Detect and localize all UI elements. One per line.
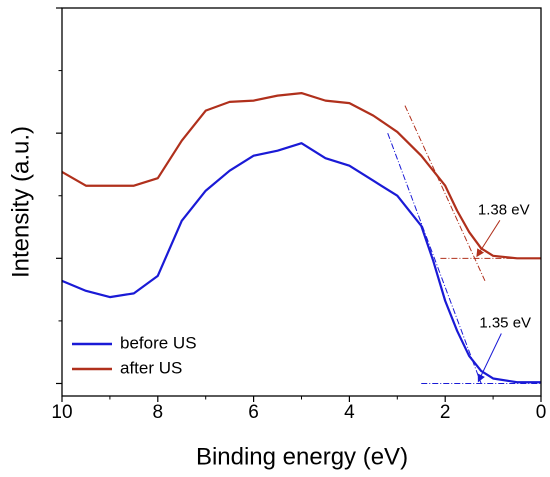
annotation-text: 1.35 eV [479, 314, 531, 331]
annotation-arrow [477, 333, 502, 383]
legend-label: before US [120, 333, 197, 352]
x-tick-label: 2 [440, 402, 451, 423]
annotation-arrow [476, 220, 501, 258]
x-tick-label: 8 [153, 402, 164, 423]
y-axis-title: Intensity (a.u.) [7, 126, 34, 278]
x-tick-label: 10 [51, 402, 72, 423]
x-tick-label: 4 [344, 402, 355, 423]
data-line [61, 92, 541, 260]
x-tick-label: 0 [536, 402, 547, 423]
x-axis-title: Binding energy (eV) [196, 443, 408, 470]
annotation-text: 1.38 eV [478, 201, 530, 218]
guide-line [404, 105, 486, 282]
plot-frame [61, 7, 542, 397]
data-line [61, 142, 541, 384]
legend-label: after US [120, 358, 182, 377]
x-tick-label: 6 [248, 402, 259, 423]
guide-line [387, 132, 482, 384]
